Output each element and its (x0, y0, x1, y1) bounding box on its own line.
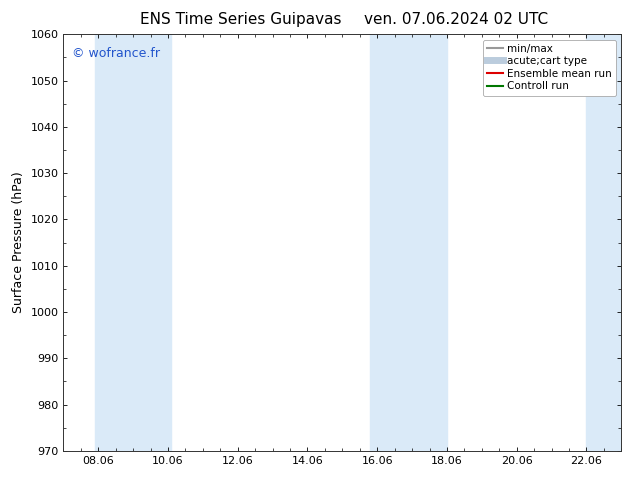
Bar (95, 34, 171, 451)
Text: ENS Time Series Guipavas: ENS Time Series Guipavas (140, 12, 342, 27)
Bar (586, 34, 621, 451)
Y-axis label: Surface Pressure (hPa): Surface Pressure (hPa) (12, 172, 25, 314)
Legend: min/max, acute;cart type, Ensemble mean run, Controll run: min/max, acute;cart type, Ensemble mean … (483, 40, 616, 96)
Text: ven. 07.06.2024 02 UTC: ven. 07.06.2024 02 UTC (365, 12, 548, 27)
Bar (370, 34, 447, 451)
Text: © wofrance.fr: © wofrance.fr (72, 47, 160, 60)
